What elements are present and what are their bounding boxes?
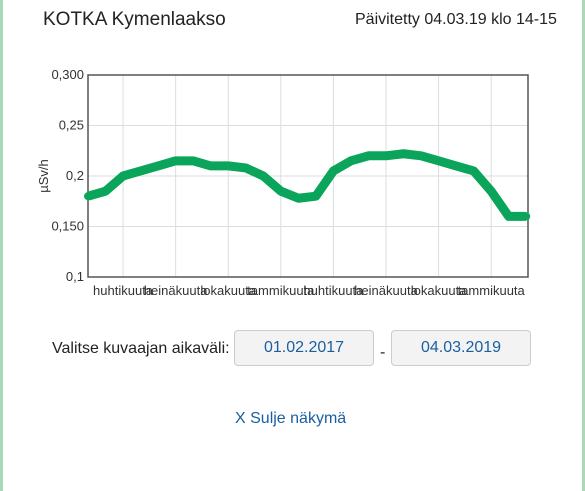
data-point [84, 192, 92, 201]
range-label: Valitse kuvaajan aikaväli: [52, 340, 230, 357]
chart: 0,10,1500,20,250,300huhtikuuta2017heinäk… [36, 67, 531, 300]
data-point [206, 161, 215, 170]
x-tick-label: lokakuuta2018 [411, 283, 467, 300]
y-tick-label: 0,300 [51, 67, 84, 82]
y-tick-label: 0,150 [51, 219, 84, 234]
updated: Päivitetty 04.03.19 klo 14-15 [355, 11, 557, 28]
title: KOTKA Kymenlaakso [43, 9, 226, 30]
x-tick-label: tammikuuta2018 [247, 283, 315, 300]
x-tick-label: lokakuuta2017 [200, 283, 256, 300]
x-tick-label: huhtikuuta2017 [93, 283, 154, 300]
data-point [329, 166, 338, 175]
data-point [399, 149, 408, 158]
start-date[interactable]: 01.02.2017 [234, 330, 374, 366]
data-point [154, 161, 163, 170]
data-point [469, 166, 478, 175]
x-tick-label: tammikuuta2019 [458, 283, 526, 300]
data-line [86, 149, 527, 221]
x-tick-label: heinäkuuta2017 [144, 283, 208, 300]
data-point [311, 192, 320, 201]
y-tick-label: 0,25 [59, 118, 84, 133]
data-point [504, 212, 513, 221]
data-point [241, 163, 250, 172]
data-point [452, 161, 461, 170]
data-point [346, 156, 355, 165]
data-point [487, 187, 496, 196]
y-tick-label: 0,2 [66, 168, 84, 183]
plot-frame [87, 74, 529, 278]
data-point [434, 156, 443, 165]
data-point [136, 166, 145, 175]
data-point [224, 161, 233, 170]
data-point [294, 194, 303, 203]
data-point [522, 212, 531, 221]
end-date[interactable]: 04.03.2019 [391, 330, 531, 366]
data-point [189, 156, 198, 165]
data-point [171, 156, 180, 165]
y-axis-label: µSv/h [36, 159, 51, 193]
data-point [382, 151, 391, 160]
separator: - [380, 344, 386, 361]
y-tick-label: 0,1 [66, 269, 84, 284]
data-point [276, 187, 285, 196]
data-point [119, 172, 128, 180]
close-button[interactable]: X Sulje näkymä [235, 410, 347, 427]
data-point [417, 151, 426, 160]
data-point [101, 187, 110, 196]
x-tick-label: huhtikuuta2018 [303, 283, 364, 300]
data-point [259, 172, 268, 180]
data-point [364, 151, 373, 160]
x-tick-label: heinäkuuta2018 [354, 283, 418, 300]
